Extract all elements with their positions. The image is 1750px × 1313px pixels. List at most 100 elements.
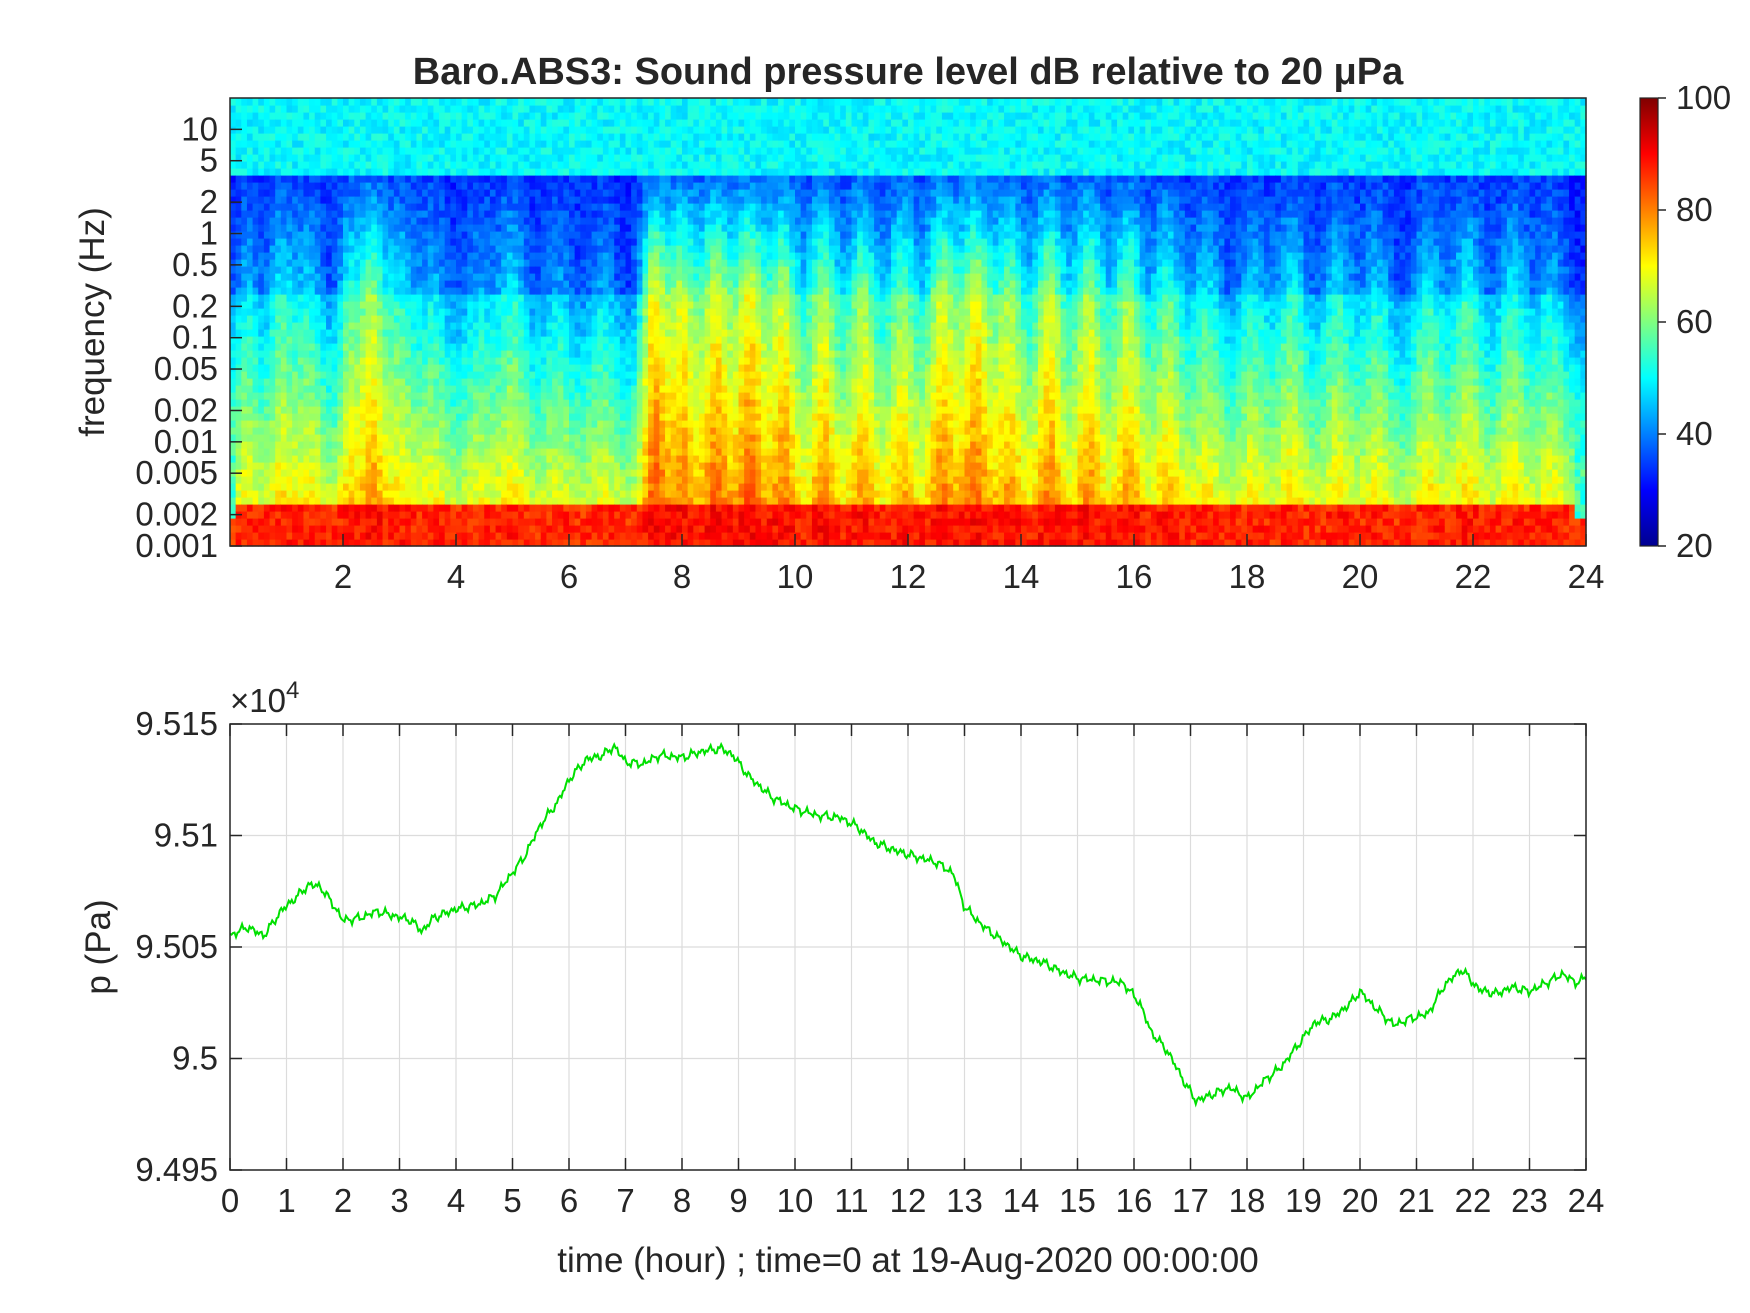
heatmap-cell (484, 98, 491, 106)
heatmap-cell (501, 266, 508, 274)
heatmap-cell (512, 329, 519, 337)
heatmap-cell (303, 350, 310, 358)
heatmap-cell (444, 343, 451, 351)
heatmap-cell (631, 511, 638, 519)
heatmap-cell (636, 525, 644, 533)
heatmap-cell (427, 315, 434, 323)
heatmap-cell (506, 168, 514, 176)
heatmap-cell (326, 490, 333, 498)
heatmap-cell (382, 308, 389, 316)
heatmap-cell (439, 294, 446, 302)
heatmap-cell (230, 196, 237, 204)
heatmap-cell (416, 112, 423, 120)
heatmap-cell (529, 308, 536, 316)
heatmap-cell (585, 259, 593, 267)
heatmap-cell (348, 238, 355, 246)
heatmap-cell (314, 525, 321, 533)
heatmap-cell (467, 140, 474, 148)
heatmap-cell (359, 476, 367, 484)
heatmap-cell (343, 252, 350, 260)
heatmap-cell (535, 350, 542, 358)
heatmap-cell (309, 175, 316, 183)
heatmap-cell (569, 154, 576, 162)
heatmap-cell (354, 105, 361, 113)
heatmap-cell (405, 350, 412, 358)
heatmap-cell (416, 455, 423, 463)
heatmap-cell (331, 294, 338, 302)
heatmap-cell (439, 182, 446, 190)
heatmap-cell (388, 161, 395, 169)
heatmap-cell (410, 455, 418, 463)
heatmap-cell (659, 427, 666, 435)
heatmap-cell (235, 476, 242, 484)
heatmap-cell (309, 245, 316, 253)
heatmap-cell (337, 343, 344, 351)
heatmap-cell (456, 455, 463, 463)
heatmap-cell (631, 175, 638, 183)
heatmap-cell (580, 490, 587, 498)
heatmap-cell (557, 203, 564, 211)
heatmap-cell (303, 336, 310, 344)
heatmap-cell (252, 252, 259, 260)
heatmap-cell (602, 280, 610, 288)
heatmap-cell (337, 147, 344, 155)
heatmap-cell (337, 273, 344, 281)
heatmap-cell (563, 217, 570, 225)
heatmap-cell (331, 231, 338, 239)
heatmap-cell (523, 371, 531, 379)
heatmap-cell (371, 98, 378, 106)
heatmap-cell (636, 140, 644, 148)
heatmap-cell (331, 399, 338, 407)
heatmap-cell (495, 497, 502, 505)
heatmap-cell (523, 462, 531, 470)
heatmap-cell (552, 154, 559, 162)
heatmap-cell (371, 483, 378, 491)
heatmap-cell (405, 539, 412, 547)
heatmap-cell (653, 455, 660, 463)
heatmap-cell (546, 343, 553, 351)
heatmap-cell (433, 266, 440, 274)
heatmap-cell (619, 294, 627, 302)
heatmap-cell (314, 301, 321, 309)
heatmap-cell (399, 483, 406, 491)
heatmap-cell (518, 434, 525, 442)
heatmap-cell (416, 203, 423, 211)
heatmap-cell (523, 126, 531, 134)
heatmap-cell (405, 343, 412, 351)
heatmap-cell (495, 434, 502, 442)
heatmap-cell (659, 161, 666, 169)
heatmap-cell (495, 231, 502, 239)
heatmap-cell (376, 427, 384, 435)
heatmap-cell (625, 413, 632, 421)
heatmap-cell (574, 189, 581, 197)
heatmap-cell (393, 147, 401, 155)
heatmap-cell (636, 189, 644, 197)
heatmap-cell (337, 245, 344, 253)
heatmap-cell (433, 294, 440, 302)
heatmap-cell (348, 245, 355, 253)
heatmap-cell (331, 441, 338, 449)
heatmap-cell (422, 392, 429, 400)
heatmap-cell (393, 420, 401, 428)
heatmap-cell (359, 392, 367, 400)
heatmap-cell (405, 245, 412, 253)
heatmap-cell (557, 259, 564, 267)
heatmap-cell (399, 497, 406, 505)
heatmap-cell (331, 252, 338, 260)
heatmap-cell (246, 98, 254, 106)
heatmap-cell (580, 336, 587, 344)
heatmap-cell (484, 504, 491, 512)
heatmap-cell (552, 455, 559, 463)
heatmap-cell (501, 182, 508, 190)
heatmap-cell (314, 98, 321, 106)
heatmap-cell (506, 399, 514, 407)
heatmap-cell (314, 196, 321, 204)
heatmap-cell (546, 504, 553, 512)
heatmap-cell (608, 532, 615, 540)
heatmap-cell (376, 273, 384, 281)
heatmap-cell (258, 483, 265, 491)
heatmap-cell (337, 511, 344, 519)
heatmap-cell (478, 182, 485, 190)
heatmap-cell (472, 154, 480, 162)
heatmap-cell (608, 224, 615, 232)
